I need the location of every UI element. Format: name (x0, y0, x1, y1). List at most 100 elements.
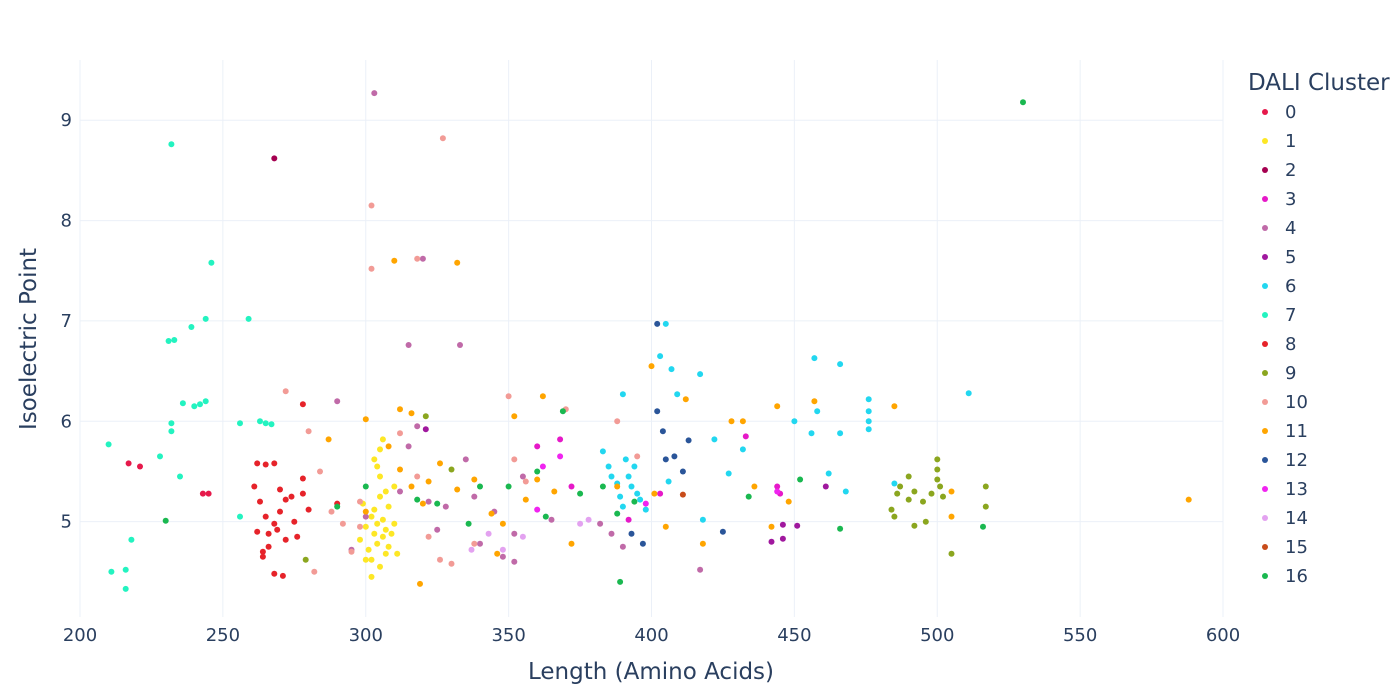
data-point[interactable] (374, 463, 381, 470)
data-point[interactable] (920, 498, 926, 505)
data-point[interactable] (980, 523, 986, 530)
data-point[interactable] (237, 513, 243, 520)
data-point[interactable] (288, 493, 295, 500)
data-point[interactable] (454, 486, 461, 493)
data-point[interactable] (779, 535, 786, 542)
data-point[interactable] (391, 483, 398, 490)
data-point[interactable] (697, 566, 704, 573)
data-point[interactable] (385, 503, 392, 510)
data-point[interactable] (471, 476, 478, 483)
data-point[interactable] (339, 520, 346, 527)
data-point[interactable] (911, 488, 918, 495)
data-point[interactable] (125, 460, 132, 467)
data-point[interactable] (368, 556, 375, 563)
data-point[interactable] (202, 398, 209, 405)
data-point[interactable] (811, 398, 818, 405)
data-point[interactable] (934, 466, 941, 473)
data-point[interactable] (625, 516, 632, 523)
data-point[interactable] (371, 90, 378, 97)
data-point[interactable] (568, 540, 575, 547)
data-point[interactable] (685, 437, 692, 444)
data-point[interactable] (511, 558, 518, 565)
data-point[interactable] (865, 396, 872, 403)
data-point[interactable] (797, 476, 804, 483)
data-point[interactable] (282, 536, 289, 543)
data-point[interactable] (622, 456, 629, 463)
data-point[interactable] (197, 401, 203, 408)
data-point[interactable] (379, 533, 386, 540)
data-point[interactable] (388, 530, 395, 537)
data-point[interactable] (442, 503, 449, 510)
data-point[interactable] (437, 556, 443, 563)
data-point[interactable] (631, 463, 638, 470)
data-point[interactable] (379, 516, 386, 523)
data-point[interactable] (274, 526, 281, 533)
data-point[interactable] (774, 483, 781, 490)
data-point[interactable] (205, 490, 212, 497)
data-point[interactable] (419, 500, 426, 507)
data-point[interactable] (374, 540, 381, 547)
data-point[interactable] (414, 423, 421, 430)
data-point[interactable] (657, 490, 664, 497)
data-point[interactable] (382, 526, 389, 533)
data-point[interactable] (457, 342, 463, 348)
data-point[interactable] (671, 453, 678, 460)
data-point[interactable] (408, 410, 415, 417)
legend-item-4[interactable]: 4 (1262, 218, 1296, 239)
data-point[interactable] (122, 585, 129, 592)
data-point[interactable] (357, 498, 363, 505)
data-point[interactable] (499, 553, 506, 560)
data-point[interactable] (259, 553, 266, 560)
legend-item-3[interactable]: 3 (1262, 189, 1296, 210)
data-point[interactable] (605, 463, 612, 470)
data-point[interactable] (291, 518, 298, 525)
data-point[interactable] (557, 453, 564, 460)
data-point[interactable] (808, 430, 815, 437)
data-point[interactable] (642, 506, 649, 513)
data-point[interactable] (654, 408, 661, 415)
data-point[interactable] (534, 506, 541, 513)
data-point[interactable] (539, 393, 546, 400)
data-point[interactable] (299, 490, 306, 497)
data-point[interactable] (774, 403, 781, 410)
data-point[interactable] (662, 456, 669, 463)
data-point[interactable] (348, 548, 355, 555)
data-point[interactable] (585, 516, 592, 523)
data-point[interactable] (462, 456, 469, 463)
data-point[interactable] (948, 513, 955, 520)
data-point[interactable] (122, 566, 129, 573)
data-point[interactable] (539, 463, 546, 470)
data-point[interactable] (577, 490, 584, 497)
legend-item-11[interactable]: 11 (1262, 421, 1308, 442)
data-point[interactable] (905, 496, 912, 503)
data-point[interactable] (628, 483, 635, 490)
data-point[interactable] (505, 393, 512, 400)
data-point[interactable] (614, 510, 621, 517)
data-point[interactable] (468, 546, 475, 553)
data-point[interactable] (317, 468, 323, 475)
legend-item-5[interactable]: 5 (1262, 247, 1296, 268)
data-point[interactable] (934, 476, 941, 483)
data-point[interactable] (494, 550, 501, 557)
data-point[interactable] (334, 503, 341, 510)
data-point[interactable] (577, 520, 584, 527)
data-point[interactable] (251, 483, 258, 490)
data-point[interactable] (334, 398, 341, 405)
data-point[interactable] (299, 401, 306, 408)
data-point[interactable] (299, 475, 306, 482)
data-point[interactable] (268, 421, 275, 428)
data-point[interactable] (448, 466, 455, 473)
data-point[interactable] (905, 473, 912, 480)
data-point[interactable] (162, 517, 169, 524)
data-point[interactable] (422, 426, 429, 433)
data-point[interactable] (534, 476, 541, 483)
data-point[interactable] (362, 556, 369, 563)
data-point[interactable] (505, 483, 512, 490)
data-point[interactable] (534, 468, 541, 475)
data-point[interactable] (328, 508, 335, 515)
data-point[interactable] (448, 560, 455, 567)
data-point[interactable] (262, 420, 269, 427)
data-point[interactable] (282, 388, 289, 395)
data-point[interactable] (674, 391, 681, 398)
data-point[interactable] (888, 506, 895, 513)
